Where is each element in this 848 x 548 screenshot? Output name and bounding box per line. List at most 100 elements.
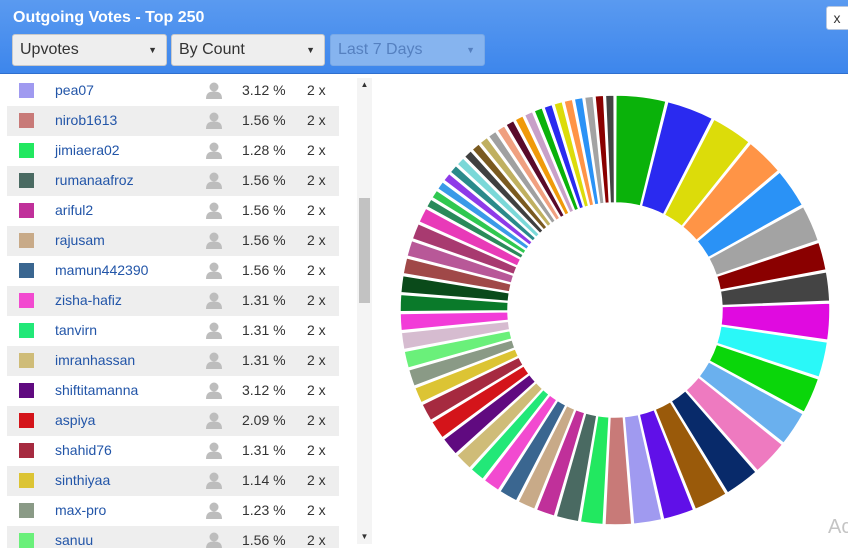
donut-slice[interactable] — [555, 411, 598, 523]
donut-slice[interactable] — [638, 408, 695, 521]
donut-slice[interactable] — [720, 302, 831, 342]
vote-type-dropdown[interactable]: Upvotes ▼ — [12, 34, 167, 66]
list-item[interactable]: ariful2 1.56 % 2 x — [7, 196, 339, 226]
user-name-link[interactable]: sanuu — [55, 532, 94, 548]
list-item[interactable]: pea07 3.12 % 2 x — [7, 76, 339, 106]
user-name-link[interactable]: pea07 — [55, 82, 94, 98]
sort-dropdown[interactable]: By Count ▼ — [171, 34, 325, 66]
donut-slice[interactable] — [478, 136, 553, 228]
donut-slice[interactable] — [442, 172, 534, 247]
donut-slice[interactable] — [640, 100, 714, 216]
donut-slice[interactable] — [516, 404, 576, 511]
donut-slice[interactable] — [579, 414, 610, 526]
scroll-thumb[interactable] — [359, 198, 370, 303]
donut-slice[interactable] — [413, 347, 520, 404]
donut-slice[interactable] — [684, 375, 784, 473]
user-icon[interactable] — [205, 261, 223, 280]
list-item[interactable]: jimiaera02 1.28 % 2 x — [7, 136, 339, 166]
donut-slice[interactable] — [681, 142, 780, 242]
list-item[interactable]: sinthiyaa 1.14 % 2 x — [7, 466, 339, 496]
donut-slice[interactable] — [411, 222, 519, 276]
user-name-link[interactable]: jimiaera02 — [55, 142, 120, 158]
list-item[interactable]: aspiya 2.09 % 2 x — [7, 406, 339, 436]
user-icon[interactable] — [205, 441, 223, 460]
donut-slice[interactable] — [407, 338, 516, 388]
list-item[interactable]: tanvirn 1.31 % 2 x — [7, 316, 339, 346]
donut-slice[interactable] — [533, 106, 580, 212]
close-button[interactable]: x — [826, 6, 848, 30]
user-name-link[interactable]: mamun442390 — [55, 262, 149, 278]
user-icon[interactable] — [205, 381, 223, 400]
scroll-up-icon[interactable]: ▲ — [360, 80, 369, 89]
user-icon[interactable] — [205, 291, 223, 310]
user-icon[interactable] — [205, 141, 223, 160]
donut-slice[interactable] — [399, 293, 510, 313]
donut-slice[interactable] — [708, 343, 820, 414]
donut-slice[interactable] — [403, 329, 513, 370]
donut-slice[interactable] — [542, 103, 585, 210]
user-name-link[interactable]: max-pro — [55, 502, 107, 518]
user-icon[interactable] — [205, 411, 223, 430]
donut-slice[interactable] — [663, 118, 751, 228]
donut-slice[interactable] — [455, 156, 541, 239]
list-item[interactable]: max-pro 1.23 % 2 x — [7, 496, 339, 526]
donut-slice[interactable] — [614, 94, 667, 207]
donut-slice[interactable] — [715, 325, 829, 379]
list-item[interactable]: zisha-hafiz 1.31 % 2 x — [7, 286, 339, 316]
donut-slice[interactable] — [654, 400, 728, 511]
donut-slice[interactable] — [495, 124, 561, 222]
user-name-link[interactable]: rajusam — [55, 232, 105, 248]
user-name-link[interactable]: zisha-hafiz — [55, 292, 122, 308]
donut-slice[interactable] — [623, 413, 663, 526]
user-name-link[interactable]: nirob1613 — [55, 112, 118, 128]
user-name-link[interactable]: shahid76 — [55, 442, 112, 458]
donut-slice[interactable] — [695, 170, 804, 259]
user-icon[interactable] — [205, 321, 223, 340]
user-icon[interactable] — [205, 471, 223, 490]
donut-slice[interactable] — [563, 98, 595, 207]
user-name-link[interactable]: aspiya — [55, 412, 96, 428]
list-item[interactable]: shahid76 1.31 % 2 x — [7, 436, 339, 466]
list-item[interactable]: mamun442390 1.56 % 2 x — [7, 256, 339, 286]
donut-slice[interactable] — [504, 119, 566, 219]
user-name-link[interactable]: imranhassan — [55, 352, 136, 368]
donut-slice[interactable] — [552, 100, 590, 209]
user-name-link[interactable]: rumanaafroz — [55, 172, 134, 188]
donut-slice[interactable] — [670, 389, 758, 495]
user-icon[interactable] — [205, 231, 223, 250]
donut-slice[interactable] — [604, 415, 633, 526]
list-item[interactable]: rajusam 1.56 % 2 x — [7, 226, 339, 256]
donut-slice[interactable] — [707, 205, 820, 277]
donut-slice[interactable] — [535, 408, 586, 518]
user-icon[interactable] — [205, 171, 223, 190]
donut-slice[interactable] — [455, 381, 544, 470]
list-item[interactable]: nirob1613 1.56 % 2 x — [7, 106, 339, 136]
user-icon[interactable] — [205, 111, 223, 130]
donut-slice[interactable] — [719, 270, 831, 307]
user-icon[interactable] — [205, 351, 223, 370]
donut-slice[interactable] — [449, 164, 537, 243]
donut-slice[interactable] — [715, 241, 828, 291]
donut-slice[interactable] — [523, 110, 575, 214]
donut-slice[interactable] — [430, 364, 531, 440]
donut-slice[interactable] — [402, 256, 513, 293]
donut-slice[interactable] — [470, 142, 549, 232]
donut-slice[interactable] — [604, 94, 616, 204]
user-icon[interactable] — [205, 531, 223, 548]
donut-slice[interactable] — [405, 239, 515, 285]
donut-slice[interactable] — [573, 96, 600, 206]
donut-slice[interactable] — [498, 399, 567, 503]
list-item[interactable]: sanuu 1.56 % 2 x — [7, 526, 339, 548]
user-name-link[interactable]: ariful2 — [55, 202, 94, 218]
donut-slice[interactable] — [399, 310, 510, 332]
user-icon[interactable] — [205, 201, 223, 220]
donut-slice[interactable] — [463, 149, 545, 235]
user-name-link[interactable]: tanvirn — [55, 322, 98, 338]
donut-slice[interactable] — [483, 393, 558, 492]
list-item[interactable]: shiftitamanna 3.12 % 2 x — [7, 376, 339, 406]
donut-slice[interactable] — [430, 189, 528, 256]
donut-slice[interactable] — [436, 180, 531, 251]
user-icon[interactable] — [205, 501, 223, 520]
donut-slice[interactable] — [420, 356, 525, 422]
donut-slice[interactable] — [425, 197, 525, 260]
